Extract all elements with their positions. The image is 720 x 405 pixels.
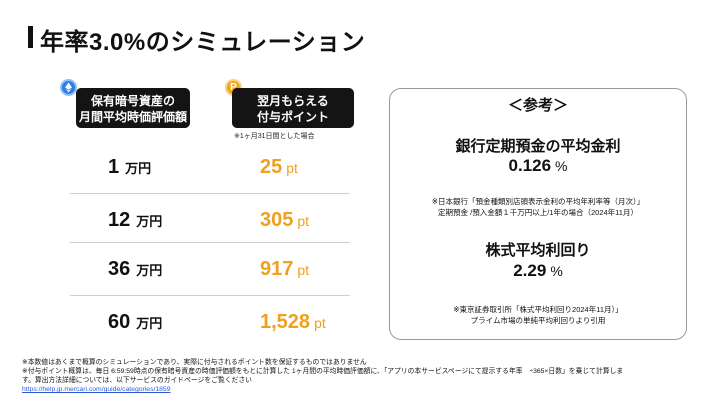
row-divider [70, 193, 350, 194]
amount-value: 36 [108, 258, 131, 280]
holding-amount: 60 万円 [108, 311, 162, 334]
row-divider [70, 295, 350, 296]
holding-amount: 12 万円 [108, 209, 162, 232]
stock-note-line1: ※東京証券取引所「株式平均利回り2024年11月）」 [453, 305, 623, 314]
amount-unit: 万円 [136, 263, 163, 278]
footnote-calculation-cont: す。算出方法詳細については、以下サービスのガイドページをご覧ください [22, 377, 252, 384]
title-accent-bar [28, 26, 33, 48]
points-amount: 25 pt [260, 156, 298, 179]
table-row: 60 万円 1,528 pt [70, 301, 350, 343]
points-unit: pt [286, 160, 298, 176]
points-value: 305 [260, 209, 294, 231]
deposit-rate-value: 0.126% [390, 156, 686, 176]
deposit-note-line1: ※日本銀行「預金種類別店頭表示金利の平均年利率等（月次）」 [431, 197, 645, 206]
amount-unit: 万円 [136, 214, 163, 229]
holding-value-header-line1: 保有暗号資産の [90, 94, 175, 108]
point-coin-glyph: P [230, 82, 237, 93]
reference-title: ＜参考＞ [507, 97, 568, 114]
reference-panel: ＜参考＞ 銀行定期預金の平均金利 0.126% ※日本銀行「預金種類別店頭表示金… [389, 88, 687, 340]
points-value: 917 [260, 258, 294, 280]
row-divider [70, 242, 350, 243]
footnote-disclaimer: ※本数値はあくまで概算のシミュレーションであり、実際に付与されるポイント数を保証… [22, 359, 367, 366]
stock-yield-number: 2.29 [513, 261, 547, 280]
stock-yield-source-note: ※東京証券取引所「株式平均利回り2024年11月）」 プライム市場の単純平均利回… [390, 304, 686, 326]
granted-points-header-line2: 付与ポイント [256, 110, 329, 124]
table-row: 36 万円 917 pt [70, 248, 350, 290]
holding-value-header-line2: 月間平均時価評価額 [78, 110, 187, 124]
ethereum-coin-icon [60, 79, 77, 96]
points-unit: pt [297, 213, 310, 229]
points-value: 25 [260, 156, 283, 178]
points-unit: pt [314, 315, 326, 331]
amount-value: 60 [108, 311, 131, 333]
holding-amount: 36 万円 [108, 258, 162, 281]
deposit-note-line2: 定期預金 /預入金額１千万円以上/1年の場合（2024年11月） [438, 208, 638, 217]
stock-yield-value: 2.29% [390, 261, 686, 281]
points-amount: 305 pt [260, 209, 309, 232]
points-unit: pt [297, 262, 310, 278]
points-amount: 917 pt [260, 258, 309, 281]
deposit-rate-heading: 銀行定期預金の平均金利 [455, 138, 621, 155]
stock-note-line2: プライム市場の単純平均利回りより引用 [470, 316, 606, 325]
granted-points-header-line1: 翌月もらえる [257, 94, 329, 108]
table-row: 1 万円 25 pt [70, 146, 350, 188]
stock-yield-unit: % [550, 263, 563, 279]
deposit-rate-number: 0.126 [508, 156, 552, 175]
amount-value: 1 [108, 156, 120, 178]
granted-points-header: 翌月もらえる 付与ポイント [232, 88, 354, 128]
amount-unit: 万円 [125, 161, 152, 176]
holding-amount: 1 万円 [108, 156, 151, 179]
points-value: 1,528 [260, 311, 311, 333]
guide-page-link[interactable]: https://help.jp.mercari.com/guide/catego… [22, 386, 171, 393]
amount-unit: 万円 [136, 316, 163, 331]
amount-value: 12 [108, 209, 131, 231]
page-title: 年率3.0%のシミュレーション [40, 29, 366, 56]
points-amount: 1,528 pt [260, 311, 326, 334]
deposit-rate-source-note: ※日本銀行「預金種類別店頭表示金利の平均年利率等（月次）」 定期預金 /預入金額… [390, 196, 686, 218]
month-assumption-note: ※1ヶ月31日間とした場合 [234, 133, 315, 140]
deposit-rate-unit: % [555, 158, 568, 174]
table-row: 12 万円 305 pt [70, 199, 350, 241]
holding-value-header: 保有暗号資産の 月間平均時価評価額 [76, 88, 190, 128]
stock-yield-heading: 株式平均利回り [485, 242, 591, 259]
footnote-calculation: ※付与ポイント概算は、毎日 6:59:59時点の保有暗号資産の時価評価額をもとに… [22, 368, 624, 375]
